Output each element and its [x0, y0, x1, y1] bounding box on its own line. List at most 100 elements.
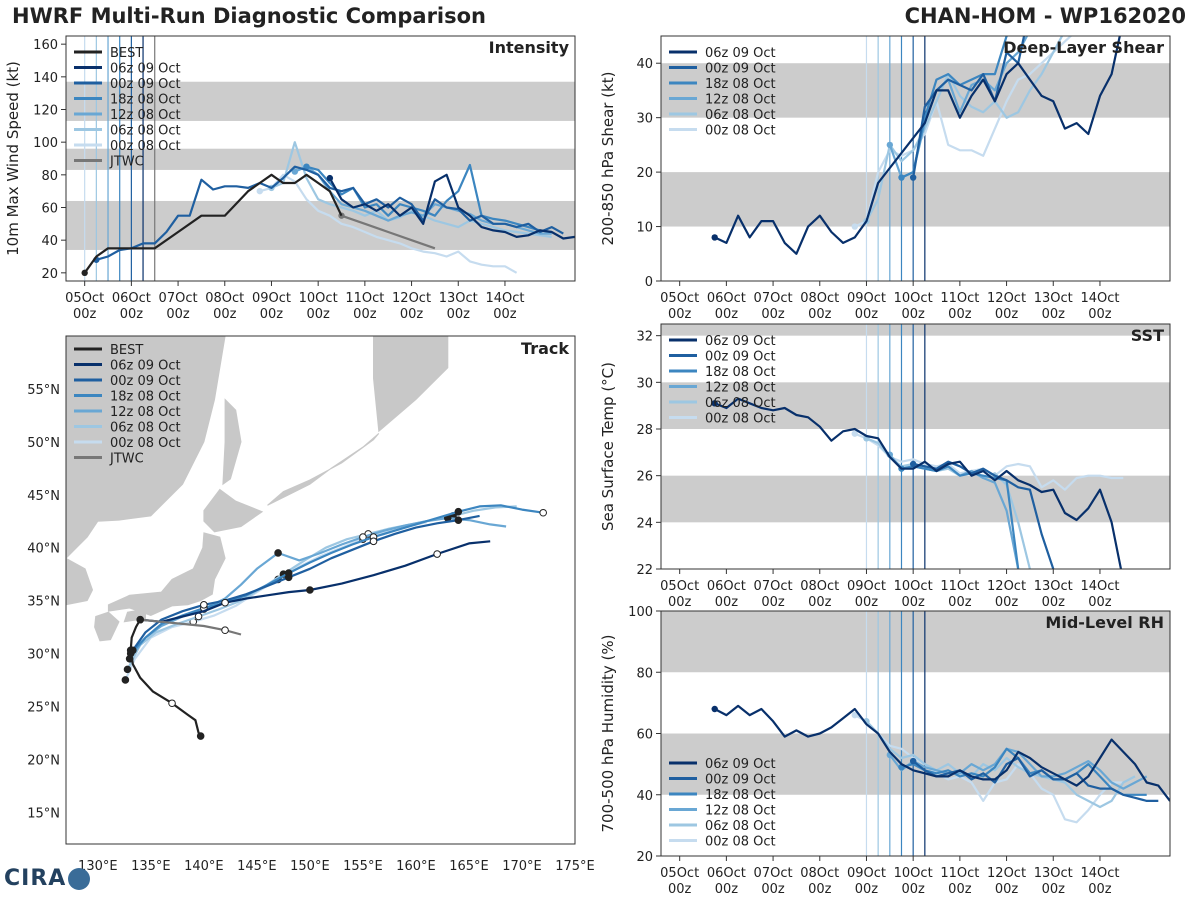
track-position-marker [306, 586, 314, 594]
y-axis-label: 10m Max Wind Speed (kt) [4, 61, 22, 256]
legend-entry: 06z 08 Oct [110, 421, 181, 436]
plot-area-sst [661, 324, 1170, 569]
legend-entry: BEST [110, 343, 143, 358]
x-tick-label: 14Oct [485, 291, 524, 306]
lat-tick-label: 30°N [27, 648, 60, 663]
x-tick-label: 14Oct [1080, 866, 1119, 881]
x-tick-label: 08Oct [800, 579, 839, 594]
legend-entry: 18z 08 Oct [705, 365, 776, 380]
panel-title: Intensity [489, 38, 570, 57]
x-tick-label: 00z [120, 307, 144, 322]
lon-tick-label: 175°E [555, 859, 595, 874]
series-start-marker [909, 460, 917, 468]
x-tick-label: 00z [761, 307, 785, 322]
legend-entry: 18z 08 Oct [705, 77, 776, 92]
x-tick-label: 00z [668, 307, 692, 322]
y-tick-label: 28 [636, 423, 653, 438]
x-tick-label: 00z [995, 307, 1019, 322]
y-tick-label: 80 [41, 169, 58, 184]
plot-area-shear [661, 36, 1170, 281]
x-tick-label: 00z [260, 307, 284, 322]
y-axis-label: 700-500 hPa Humidity (%) [599, 634, 617, 832]
y-axis-label: 200-850 hPa Shear (kt) [599, 72, 617, 246]
legend-entry: 12z 08 Oct [705, 381, 776, 396]
track-line [129, 504, 544, 655]
track-line [129, 619, 202, 737]
x-tick-label: 06Oct [707, 579, 746, 594]
series-line [714, 704, 1170, 802]
x-tick-label: 00z [808, 307, 832, 322]
x-tick-label: 13Oct [1034, 291, 1073, 306]
x-tick-label: 00z [668, 595, 692, 610]
series-start-marker [711, 705, 718, 713]
panel-intensity: 2040608010012014016005Oct00z06Oct00z07Oc… [4, 35, 576, 322]
y-tick-label: 0 [645, 275, 653, 290]
legend-entry: 00z 09 Oct [705, 62, 776, 77]
y-tick-label: 24 [636, 516, 653, 531]
track-position-marker [221, 598, 229, 607]
y-tick-label: 20 [636, 850, 653, 865]
x-tick-label: 00z [855, 307, 879, 322]
y-tick-label: 100 [33, 136, 58, 151]
track-position-marker [433, 550, 441, 558]
lon-tick-label: 160°E [396, 859, 436, 874]
land-mass [267, 433, 380, 506]
panel-title: Track [521, 339, 569, 358]
x-tick-label: 08Oct [800, 291, 839, 306]
legend-entry: 12z 08 Oct [705, 804, 776, 819]
y-tick-label: 30 [636, 112, 653, 127]
land-mass [94, 611, 120, 642]
lon-tick-label: 155°E [343, 859, 383, 874]
track-position-marker [369, 537, 378, 546]
x-tick-label: 05Oct [660, 579, 699, 594]
series-start-marker [898, 174, 905, 181]
series-line [341, 214, 436, 250]
track-position-marker [126, 646, 135, 655]
x-tick-label: 13Oct [439, 291, 478, 306]
series-line [865, 720, 1136, 809]
x-tick-label: 00z [715, 595, 739, 610]
series-start-marker [909, 174, 917, 181]
x-tick-label: 09Oct [847, 866, 886, 881]
x-tick-label: 00z [400, 307, 424, 322]
legend-entry: 00z 08 Oct [110, 139, 181, 154]
panel-title: Deep-Layer Shear [1003, 38, 1164, 57]
series-line [328, 173, 575, 240]
cira-logo: CIRA [4, 866, 91, 891]
globe-icon [68, 868, 91, 890]
track-position-marker [221, 626, 229, 635]
lat-tick-label: 35°N [27, 595, 60, 610]
x-tick-label: 00z [855, 595, 879, 610]
lat-tick-label: 45°N [27, 489, 60, 504]
x-tick-label: 00z [73, 307, 97, 322]
y-tick-label: 120 [33, 104, 58, 119]
series-start-marker [81, 269, 88, 277]
x-tick-label: 07Oct [754, 866, 793, 881]
x-tick-label: 07Oct [754, 579, 793, 594]
x-tick-label: 00z [901, 307, 925, 322]
axes-frame [65, 335, 576, 845]
x-tick-label: 00z [715, 882, 739, 897]
track-position-marker [123, 665, 132, 674]
series-start-marker [851, 223, 858, 230]
x-tick-label: 14Oct [1080, 291, 1119, 306]
y-tick-label: 60 [41, 202, 58, 217]
x-tick-label: 00z [995, 595, 1019, 610]
track-position-marker [539, 508, 547, 517]
series-line [865, 36, 1064, 222]
x-tick-label: 12Oct [392, 291, 431, 306]
x-tick-label: 00z [901, 882, 925, 897]
series-start-marker [886, 141, 894, 149]
series-line [83, 173, 343, 274]
legend-entry: 06z 09 Oct [110, 359, 181, 374]
x-tick-label: 11Oct [940, 291, 979, 306]
x-tick-label: 12Oct [987, 291, 1026, 306]
plot-area-rh [661, 611, 1170, 856]
track-position-marker [121, 676, 130, 684]
lon-tick-label: 135°E [131, 859, 171, 874]
x-tick-label: 00z [855, 882, 879, 897]
plot-area-intensity [66, 36, 575, 281]
